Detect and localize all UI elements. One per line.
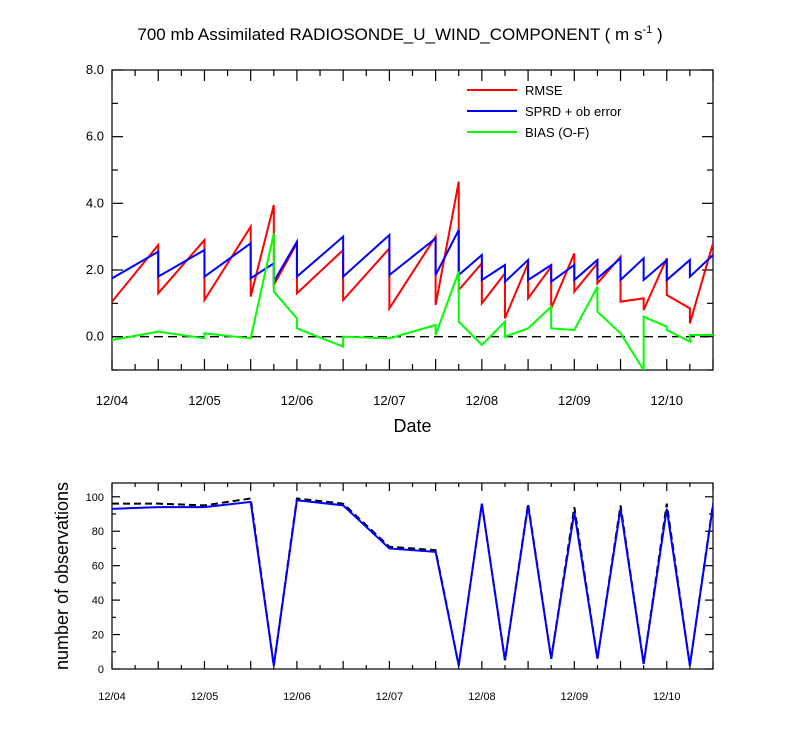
legend-label-rmse: RMSE bbox=[525, 83, 563, 98]
top-x-tick-label: 12/05 bbox=[188, 393, 221, 408]
bottom-x-tick-label: 12/09 bbox=[561, 691, 589, 703]
top-x-tick-label: 12/07 bbox=[373, 393, 406, 408]
top-x-tick-label: 12/04 bbox=[96, 393, 129, 408]
bottom-y-tick-label: 40 bbox=[92, 595, 104, 607]
top-y-tick-label: 2.0 bbox=[86, 262, 104, 277]
top-plot-frame bbox=[111, 69, 714, 371]
bottom-y-tick-label: 20 bbox=[92, 630, 104, 642]
top-x-tick-label: 12/06 bbox=[281, 393, 314, 408]
bottom-series-assimilated-line bbox=[112, 499, 713, 666]
bottom-y-tick-label: 80 bbox=[92, 526, 104, 538]
bottom-y-tick-label: 0 bbox=[98, 664, 104, 676]
bottom-plot-frame bbox=[111, 482, 714, 670]
top-y-tick-label: 6.0 bbox=[86, 129, 104, 144]
bottom-y-axis-title: number of observations bbox=[52, 482, 72, 670]
top-y-tick-label: 0.0 bbox=[86, 329, 104, 344]
top-x-tick-label: 12/09 bbox=[558, 393, 591, 408]
bottom-x-tick-label: 12/06 bbox=[283, 691, 311, 703]
top-series-sprd-ob-error-line bbox=[112, 229, 713, 286]
legend-label-bias-o-f: BIAS (O-F) bbox=[525, 125, 589, 140]
bottom-y-tick-label: 60 bbox=[92, 561, 104, 573]
bottom-y-tick-label: 100 bbox=[86, 492, 104, 504]
top-x-tick-label: 12/10 bbox=[650, 393, 683, 408]
top-series-rmse-line bbox=[112, 181, 713, 324]
top-x-axis-title: Date bbox=[393, 416, 431, 436]
bottom-x-tick-label: 12/04 bbox=[98, 691, 126, 703]
top-series-bias-o-f-line bbox=[112, 233, 713, 370]
top-chart: 12/04 12/05 12/06 12/07 12/08 12/09 12/10 0.0 2.… bbox=[86, 62, 714, 436]
bottom-chart: 12/04 12/05 12/06 12/07 12/08 12/09 12/10 0 20 40… bbox=[52, 482, 714, 703]
bottom-x-tick-label: 12/08 bbox=[468, 691, 496, 703]
top-y-tick-label: 8.0 bbox=[86, 62, 104, 77]
bottom-x-tick-label: 12/05 bbox=[191, 691, 219, 703]
chart-title: 700 mb Assimilated RADIOSONDE_U_WIND_COM… bbox=[137, 24, 662, 44]
top-x-tick-label: 12/08 bbox=[466, 393, 499, 408]
bottom-x-tick-label: 12/10 bbox=[653, 691, 681, 703]
legend-label-sprd-ob-error: SPRD + ob error bbox=[525, 104, 622, 119]
top-y-tick-label: 4.0 bbox=[86, 195, 104, 210]
bottom-x-tick-label: 12/07 bbox=[376, 691, 404, 703]
